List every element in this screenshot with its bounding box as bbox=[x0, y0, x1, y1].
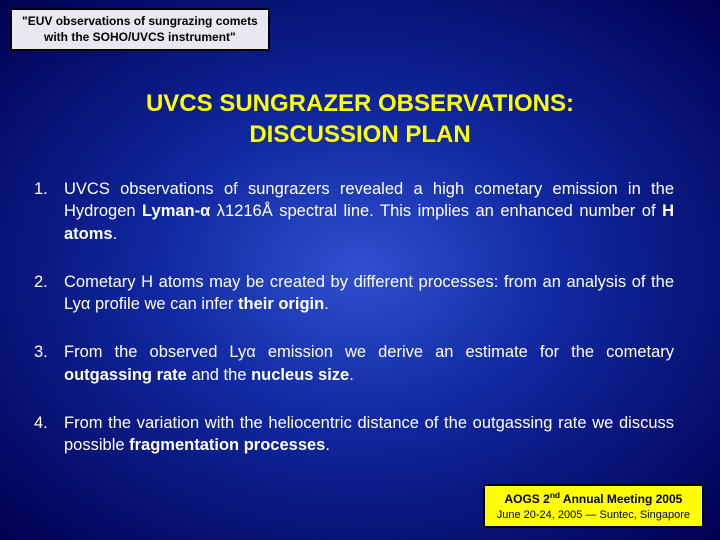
item-text: From the observed Lyα emission we derive… bbox=[64, 341, 674, 386]
title-line2: DISCUSSION PLAN bbox=[0, 119, 720, 150]
item-number: 2. bbox=[34, 271, 64, 316]
footer-box: AOGS 2nd Annual Meeting 2005 June 20-24,… bbox=[483, 484, 704, 528]
item-text: Cometary H atoms may be created by diffe… bbox=[64, 271, 674, 316]
list-item: 1. UVCS observations of sungrazers revea… bbox=[34, 178, 674, 245]
item-text: From the variation with the heliocentric… bbox=[64, 412, 674, 457]
item-text: UVCS observations of sungrazers revealed… bbox=[64, 178, 674, 245]
item-number: 3. bbox=[34, 341, 64, 386]
header-box: "EUV observations of sungrazing comets w… bbox=[10, 8, 270, 51]
footer-sub: June 20-24, 2005 — Suntec, Singapore bbox=[497, 508, 690, 522]
header-line2: with the SOHO/UVCS instrument" bbox=[22, 30, 258, 46]
footer-title: AOGS 2nd Annual Meeting 2005 bbox=[497, 490, 690, 508]
list-item: 4. From the variation with the heliocent… bbox=[34, 412, 674, 457]
title-line1: UVCS SUNGRAZER OBSERVATIONS: bbox=[0, 88, 720, 119]
list-item: 3. From the observed Lyα emission we der… bbox=[34, 341, 674, 386]
list-item: 2. Cometary H atoms may be created by di… bbox=[34, 271, 674, 316]
content-list: 1. UVCS observations of sungrazers revea… bbox=[34, 178, 674, 482]
item-number: 1. bbox=[34, 178, 64, 245]
item-number: 4. bbox=[34, 412, 64, 457]
header-line1: "EUV observations of sungrazing comets bbox=[22, 14, 258, 30]
slide-title: UVCS SUNGRAZER OBSERVATIONS: DISCUSSION … bbox=[0, 88, 720, 150]
